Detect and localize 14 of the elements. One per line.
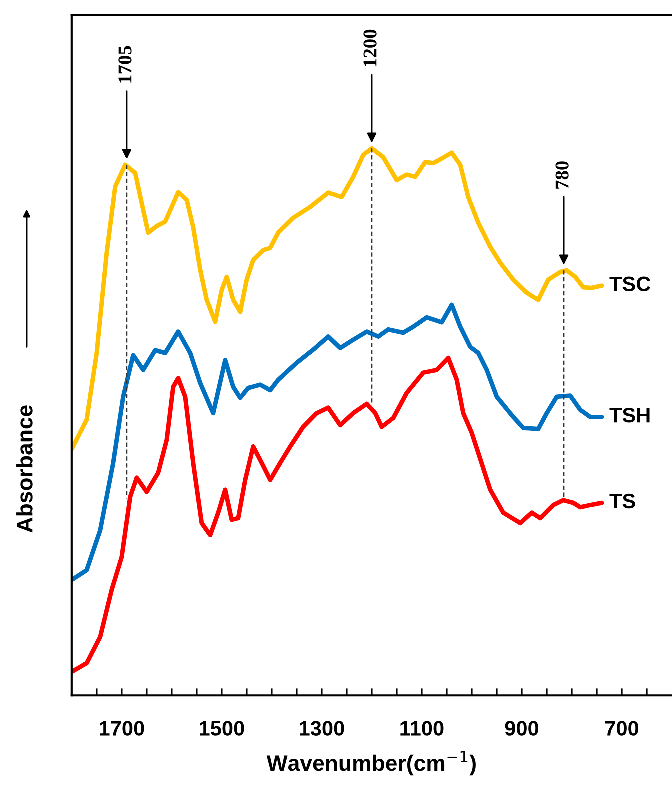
x-tick-label: 1300 — [300, 721, 344, 736]
y-axis-title: Absorbance — [16, 406, 33, 533]
x-axis-title: Wavenumber(cm$^{−1}$) — [266, 751, 476, 776]
annotation: 1200 — [364, 30, 377, 66]
x-tick-label: 1100 — [400, 721, 444, 736]
annotation: 780 — [556, 162, 569, 189]
annotation: 1705 — [118, 46, 132, 83]
series-label: TSC — [610, 276, 651, 292]
x-tick-label: 700 — [606, 721, 639, 736]
series-label: TSH — [610, 408, 650, 423]
x-tick-label: 1700 — [100, 721, 144, 736]
series-label: TS — [610, 494, 636, 509]
x-tick-label: 900 — [505, 721, 539, 736]
x-tick-label: 1500 — [200, 721, 244, 736]
